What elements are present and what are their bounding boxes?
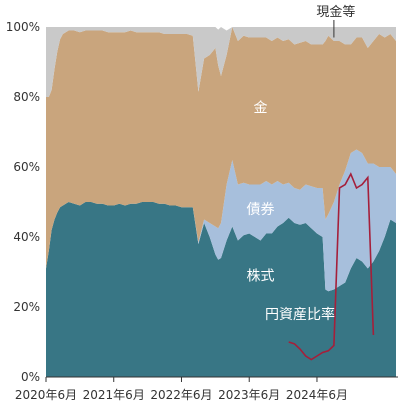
series-label-bonds: 債券: [247, 202, 275, 218]
x-tick-label: 2022年6月: [150, 388, 212, 402]
series-label-stocks: 株式: [247, 269, 275, 285]
area-cash: [46, 27, 396, 97]
x-tick-label: 2020年6月: [15, 388, 77, 402]
y-tick-label: 100%: [6, 20, 40, 34]
area-gold: [46, 27, 396, 269]
series-label-cash: 現金等: [316, 4, 355, 20]
series-label-gold: 金: [254, 101, 268, 117]
y-tick-label: 0%: [21, 370, 40, 384]
area-bonds: [46, 149, 396, 292]
y-axis-ticks: 0% 20% 40% 60% 80% 100%: [6, 20, 40, 384]
y-tick-label: 20%: [13, 300, 40, 314]
y-tick-label: 40%: [13, 230, 40, 244]
area-stocks: [46, 202, 396, 377]
axes: 0% 20% 40% 60% 80% 100% 2020年6月 2021年6月 2022年6月…: [6, 20, 398, 402]
x-tick-label: 2024年6月: [286, 388, 348, 402]
x-tick-label: 2021年6月: [83, 388, 145, 402]
x-axis-ticks: 2020年6月 2021年6月 2022年6月 2023年6月 2024年6月: [15, 377, 348, 402]
x-tick-label: 2023年6月: [218, 388, 280, 402]
line-yen-asset-ratio: [288, 172, 375, 361]
area-layers: [46, 27, 396, 377]
y-tick-label: 80%: [13, 90, 40, 104]
line-layer: [288, 172, 375, 361]
series-label-yen-ratio: 円資産比率: [265, 306, 335, 323]
series-labels: 金 債券 株式 円資産比率 現金等: [247, 4, 356, 323]
y-tick-label: 60%: [13, 160, 40, 174]
